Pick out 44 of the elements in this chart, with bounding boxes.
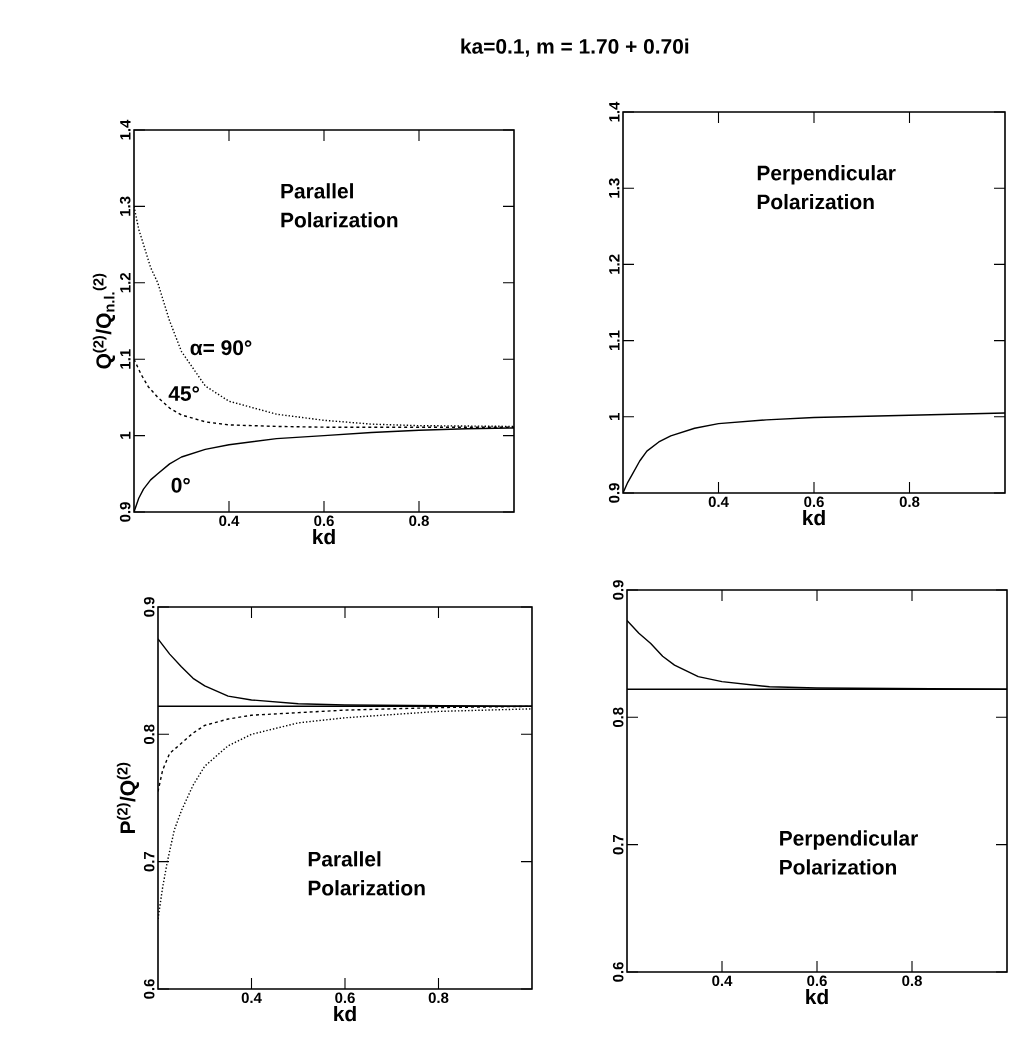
x-tick-label: 0.4 bbox=[712, 975, 733, 987]
y-axis-title: Q$^{(2)}$/Q$_{n.l.}$(2) bbox=[92, 273, 116, 369]
y-tick-label: 1.2 bbox=[609, 254, 620, 274]
x-tick-label: 0.4 bbox=[241, 992, 262, 1004]
y-tick-label: 0.9 bbox=[143, 597, 155, 617]
y-tick-label: 0.9 bbox=[119, 502, 131, 522]
y-tick-label: 1 bbox=[120, 431, 131, 439]
y-tick-label: 0.9 bbox=[612, 580, 624, 600]
y-tick-label: 1.3 bbox=[119, 196, 131, 216]
annotation: 45° bbox=[168, 386, 200, 401]
x-axis-title: kd bbox=[313, 528, 335, 545]
y-tick-label: 1.1 bbox=[609, 330, 620, 351]
x-axis-title: kd bbox=[806, 988, 828, 1005]
annotation: Perpendicular Polarization bbox=[780, 830, 918, 875]
annotation: Parallel Polarization bbox=[281, 183, 398, 228]
y-tick-label: 0.7 bbox=[143, 851, 155, 872]
y-axis-title: P$^{(2)}$/Q$^{(2)}$ bbox=[116, 762, 140, 833]
annotation: α= 90° bbox=[190, 340, 252, 356]
annotation: Parallel Polarization bbox=[308, 851, 425, 896]
y-tick-label: 0.9 bbox=[608, 483, 620, 503]
annotation: Perpendicular Polarization bbox=[757, 165, 896, 210]
x-tick-label: 0.6 bbox=[804, 496, 824, 508]
x-axis-title: kd bbox=[334, 1005, 356, 1022]
y-tick-label: 1.3 bbox=[608, 178, 620, 198]
x-tick-label: 0.4 bbox=[708, 496, 729, 508]
x-axis-title: kd bbox=[803, 509, 825, 526]
y-tick-label: 1.4 bbox=[609, 101, 620, 122]
x-tick-label: 0.4 bbox=[219, 515, 240, 527]
x-tick-label: 0.8 bbox=[902, 975, 922, 987]
y-tick-label: 1.1 bbox=[120, 349, 131, 369]
x-tick-label: 0.6 bbox=[335, 992, 355, 1004]
x-tick-label: 0.8 bbox=[428, 992, 449, 1004]
text: ka=0.1, m = 1.70 + 0.70i bbox=[461, 38, 689, 57]
y-tick-label: 0.8 bbox=[143, 724, 155, 745]
y-tick-label: 1 bbox=[609, 413, 620, 421]
annotation: 0° bbox=[171, 477, 190, 493]
y-tick-label: 1.4 bbox=[120, 119, 131, 140]
y-tick-label: 1.2 bbox=[120, 273, 131, 293]
y-tick-label: 0.7 bbox=[612, 834, 624, 855]
x-tick-label: 0.8 bbox=[899, 496, 920, 508]
x-tick-label: 0.6 bbox=[807, 975, 827, 987]
y-tick-label: 0.8 bbox=[612, 707, 624, 728]
x-tick-label: 0.6 bbox=[314, 515, 334, 527]
x-tick-label: 0.8 bbox=[409, 515, 429, 527]
